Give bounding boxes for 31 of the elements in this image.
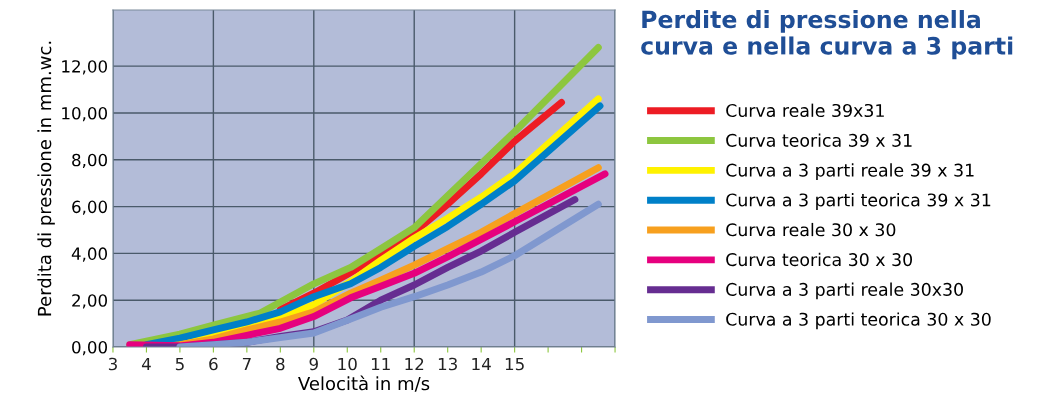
y-tick-label: 4,00 bbox=[71, 247, 107, 262]
x-tick-label: 15 bbox=[505, 357, 524, 371]
y-tick-label: 2,00 bbox=[72, 294, 107, 309]
legend-label: Curva reale 30 x 30 bbox=[726, 222, 896, 237]
x-tick-label: 14 bbox=[472, 357, 491, 371]
x-tick-label: 10 bbox=[338, 357, 357, 371]
text: Perdite di pressione nella curva e nella curva a 3 parti bbox=[641, 10, 1013, 60]
y-axis-title: Perdita di pressione in mm.wc. bbox=[37, 41, 55, 316]
x-tick-label: 3 bbox=[108, 357, 117, 371]
x-tick-label: 11 bbox=[371, 357, 390, 371]
y-tick-label: 0,00 bbox=[72, 340, 107, 356]
x-tick-label: 12 bbox=[405, 357, 424, 371]
x-tick-label: 4 bbox=[141, 357, 151, 371]
legend-label: Curva a 3 parti teorica 39 x 31 bbox=[726, 193, 991, 210]
y-tick-label: 6,00 bbox=[72, 200, 107, 215]
y-tick-label: 10,00 bbox=[62, 106, 107, 122]
y-tick-label: 8,00 bbox=[72, 153, 107, 169]
x-tick-label: 13 bbox=[438, 357, 457, 371]
legend-label: Curva teorica 30 x 30 bbox=[726, 252, 913, 267]
x-axis-title: Velocità in m/s bbox=[298, 375, 430, 392]
legend-label: Curva a 3 parti reale 39 x 31 bbox=[726, 163, 974, 181]
legend-label: Curva a 3 parti reale 30x30 bbox=[726, 282, 963, 300]
x-tick-label: 5 bbox=[175, 357, 184, 371]
legend-label: Curva teorica 39 x 31 bbox=[726, 133, 912, 147]
x-tick-label: 9 bbox=[309, 357, 318, 371]
legend-label: Curva a 3 parti teorica 30 x 30 bbox=[726, 312, 991, 330]
x-tick-label: 7 bbox=[242, 357, 251, 371]
y-tick-label: 12,00 bbox=[62, 60, 107, 75]
x-tick-label: 6 bbox=[209, 357, 218, 371]
legend-label: Curva reale 39x31 bbox=[726, 103, 884, 118]
x-tick-label: 8 bbox=[276, 357, 285, 371]
